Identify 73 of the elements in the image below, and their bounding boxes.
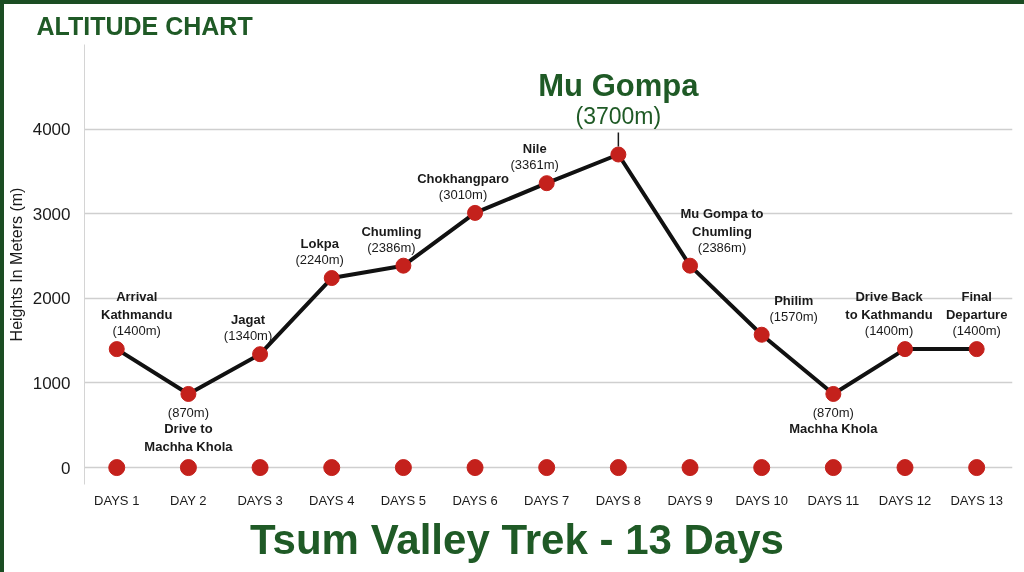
data-label: (1340m) (223, 328, 273, 344)
data-label: (1400m) (112, 323, 161, 339)
point (323, 459, 341, 477)
data-label: (2386m) (697, 239, 747, 255)
y-tick-label: 4000 (32, 120, 71, 140)
annotation: Chumling (361, 223, 422, 239)
y-tick-label: 1000 (32, 373, 71, 393)
x-tick-label: DAYS 1 (94, 492, 140, 508)
data-label: (3010m) (438, 186, 488, 202)
x-tick-label: DAY 2 (170, 492, 207, 508)
point (824, 459, 842, 477)
x-tick-label: DAYS 4 (309, 492, 355, 508)
point (467, 204, 484, 221)
data-label: (3361m) (510, 157, 559, 173)
x-tick-label: DAYS 3 (237, 492, 283, 508)
point (394, 459, 412, 477)
annotation: Mu Gompa (538, 67, 700, 103)
point (538, 459, 556, 477)
point (897, 341, 914, 358)
data-label: (2386m) (367, 239, 416, 255)
data-label: (3700m) (575, 102, 662, 129)
chart-title: ALTITUDE CHART (36, 11, 253, 40)
data-label: (1400m) (864, 323, 914, 339)
point (753, 326, 770, 343)
point (896, 459, 914, 477)
y-axis-title: Heights In Meters (m) (7, 187, 25, 342)
point (968, 341, 985, 358)
annotation: Lokpa (300, 236, 340, 252)
annotation: Nile (522, 141, 547, 157)
annotation: Drive Back to Kathmandu (845, 289, 933, 323)
annotation: Philim (774, 292, 814, 308)
x-tick-label: DAYS 6 (452, 492, 498, 508)
annotation: Machha Khola (789, 420, 879, 436)
annotation: Drive to Machha Khola (144, 420, 234, 454)
data-label: (2240m) (295, 252, 344, 268)
x-tick-label: DAYS 13 (950, 492, 1003, 508)
point (108, 341, 125, 358)
data-label: (1400m) (952, 323, 1001, 339)
point (681, 459, 699, 477)
text: Tsum Valley Trek - 13 Days (250, 515, 784, 565)
point (180, 385, 197, 402)
x-tick-label: DAYS 5 (380, 492, 427, 508)
point (251, 459, 269, 477)
y-tick-label: 0 (61, 458, 71, 478)
point (609, 459, 627, 477)
x-tick-label: DAYS 9 (667, 492, 713, 508)
point (753, 459, 771, 477)
point (682, 257, 699, 274)
x-tick-label: DAYS 12 (878, 492, 932, 508)
point (466, 459, 484, 477)
point (538, 175, 555, 192)
x-tick-label: DAYS 11 (807, 492, 860, 508)
point (610, 146, 627, 163)
y-tick-label: 2000 (32, 289, 71, 309)
data-label: (870m) (812, 404, 854, 420)
point (395, 257, 412, 274)
point (108, 459, 126, 477)
data-label: (870m) (167, 404, 210, 420)
annotation: Final Departure (945, 289, 1008, 323)
point (323, 270, 340, 287)
point (252, 346, 269, 363)
data-label: (1570m) (769, 308, 818, 324)
annotation: Chokhangparo (417, 170, 509, 186)
point (179, 459, 197, 477)
x-tick-label: DAYS 10 (735, 492, 788, 508)
x-tick-label: DAYS 8 (595, 492, 642, 508)
point (825, 385, 842, 402)
annotation: Arrival Kathmandu (101, 289, 173, 323)
y-tick-label: 3000 (32, 204, 71, 224)
point (968, 459, 986, 477)
annotation: Jagat (231, 312, 266, 328)
annotation: Mu Gompa to Chumling (680, 205, 764, 239)
x-tick-label: DAYS 7 (524, 492, 570, 508)
